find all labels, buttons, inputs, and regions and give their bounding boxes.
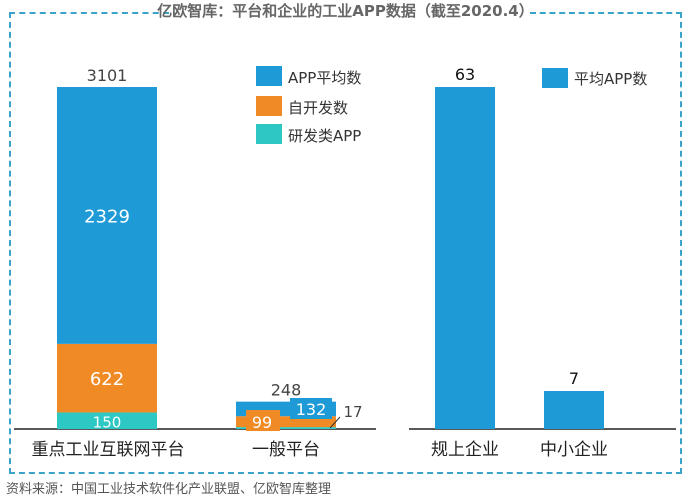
label-rd-1: 17 — [343, 403, 362, 421]
label-avg-1-bg — [290, 398, 332, 419]
label-avg-app-1: 7 — [569, 369, 579, 388]
left-cat-label-1: 一般平台 — [252, 440, 320, 460]
left-cat-label-0: 重点工业互联网平台 — [32, 440, 185, 460]
frame-top-right — [530, 12, 682, 14]
total-label-0: 3101 — [87, 66, 128, 85]
label-rd-0: 150 — [93, 414, 122, 432]
legend-label-rd-app: 研发类APP — [288, 127, 361, 145]
legend-swatch-rd-app — [256, 124, 282, 144]
legend-label-self-dev: 自开发数 — [288, 99, 348, 117]
source-note: 资料来源：中国工业技术软件化产业联盟、亿欧智库整理 — [6, 482, 332, 497]
label-self-1: 99 — [252, 413, 272, 432]
bar-rd-1 — [236, 427, 336, 429]
total-label-1: 248 — [271, 381, 302, 400]
bar-avg-app-0 — [435, 87, 495, 429]
bar-avg-0 — [57, 87, 157, 344]
legend-label-avg-app: 平均APP数 — [574, 70, 647, 88]
chart-frame — [9, 12, 682, 474]
right-cat-label-1: 中小企业 — [540, 440, 608, 460]
leader-line-rd-1 — [329, 416, 341, 429]
label-self-0: 622 — [90, 369, 124, 390]
right-cat-label-0: 规上企业 — [431, 440, 499, 460]
label-avg-0: 2329 — [84, 206, 130, 227]
legend-label-app-avg: APP平均数 — [288, 69, 361, 87]
label-avg-app-0: 63 — [455, 65, 475, 84]
legend-swatch-self-dev — [256, 96, 282, 116]
label-avg-1: 132 — [296, 400, 327, 419]
label-self-1-bg — [246, 410, 280, 431]
legend-swatch-app-avg — [256, 66, 282, 86]
bar-avg-app-1 — [544, 391, 604, 429]
bar-self-1 — [236, 416, 336, 428]
legend-swatch-avg-app — [542, 68, 568, 88]
bar-rd-0 — [57, 412, 157, 429]
bar-self-0 — [57, 343, 157, 413]
chart-title: 亿欧智库：平台和企业的工业APP数据（截至2020.4） — [157, 2, 534, 20]
frame-top-left — [9, 12, 169, 14]
